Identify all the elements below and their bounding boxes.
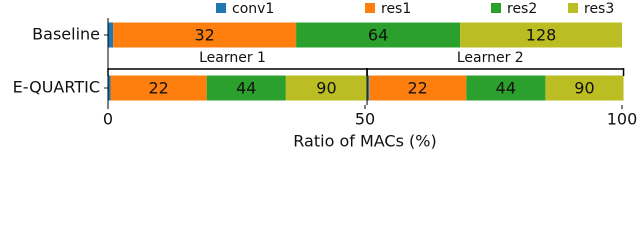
x-tick-label: 0 [103,110,113,129]
legend-label: res2 [507,1,537,17]
segment-label: 64 [368,26,388,45]
bar-segment [296,22,461,48]
legend-swatch [365,3,375,13]
bar-segment [206,75,286,101]
segment-label: 128 [526,26,557,45]
bar-segment [460,22,622,48]
legend-swatch [491,3,501,13]
chart: Ratio of MACs (%) conv1 res1 res2 res3 Basel… [13,1,638,151]
group-label: Learner 1 [199,50,266,66]
x-tick-label: 100 [607,110,638,129]
bar-segment [108,75,111,101]
legend-label: conv1 [232,1,274,17]
bar-segment [369,75,467,101]
x-axis-label: Ratio of MACs (%) [293,132,436,151]
group-label: Learner 2 [457,50,524,66]
legend-label: res1 [381,1,411,17]
bar-segment [466,75,546,101]
segment-label: 22 [408,79,428,98]
segment-label: 32 [194,26,214,45]
legend-swatch [216,3,226,13]
legend-label: res3 [584,1,614,17]
segment-label: 44 [236,79,256,98]
bar-segment [545,75,624,101]
bar-segment [113,22,297,48]
bar-segment [110,75,207,101]
bar-segment [367,75,370,101]
segment-label: 90 [574,79,594,98]
legend-swatch [568,3,578,13]
y-tick-label: E-QUARTIC [13,78,100,97]
y-tick-label: Baseline [32,25,100,44]
segment-label: 90 [316,79,336,98]
x-tick-label: 50 [355,110,375,129]
segment-label: 44 [496,79,516,98]
segment-label: 22 [148,79,168,98]
bar-segment [108,22,114,48]
bar-segment [285,75,368,101]
